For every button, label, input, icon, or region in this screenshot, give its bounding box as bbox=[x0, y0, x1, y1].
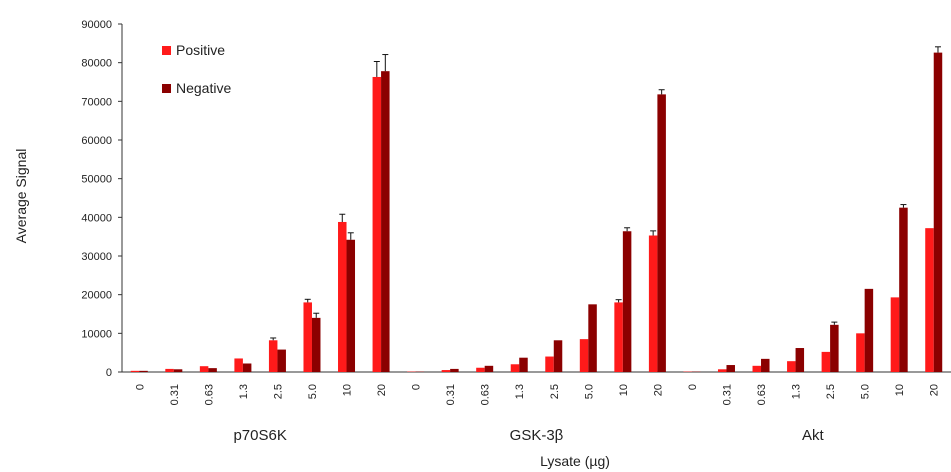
bar-gsk3-negative-2 bbox=[484, 365, 494, 372]
bar-p70s6k-negative-0 bbox=[139, 370, 148, 372]
bar-gsk3-negative-5 bbox=[588, 304, 597, 372]
bar-gsk3-negative-7 bbox=[657, 94, 666, 372]
bar-gsk3-positive-7 bbox=[648, 235, 658, 372]
bar-p70s6k-positive-2 bbox=[199, 366, 209, 372]
bar-akt-negative-3 bbox=[795, 348, 805, 372]
bar-p70s6k-positive-1 bbox=[165, 368, 174, 372]
x-tick-label: 0.63 bbox=[756, 384, 768, 405]
y-tick-label: 90000 bbox=[81, 19, 112, 31]
x-tick-label: 0 bbox=[687, 384, 699, 390]
y-tick-label: 40000 bbox=[81, 212, 112, 224]
x-tick-label: 10 bbox=[342, 384, 354, 396]
bar-akt-negative-7 bbox=[933, 52, 943, 372]
bar-p70s6k-positive-4 bbox=[268, 340, 278, 372]
bar-akt-positive-7 bbox=[925, 228, 934, 372]
bar-akt-negative-6 bbox=[899, 207, 908, 372]
x-tick-label: 20 bbox=[652, 384, 664, 396]
legend-label-negative: Negative bbox=[176, 80, 231, 96]
bar-akt-negative-1 bbox=[726, 365, 735, 372]
bar-akt-positive-5 bbox=[856, 333, 865, 372]
bar-p70s6k-negative-4 bbox=[277, 349, 286, 372]
x-tick-label: 2.5 bbox=[825, 384, 837, 399]
x-tick-label: 10 bbox=[618, 384, 630, 396]
x-tick-label: 5.0 bbox=[583, 384, 595, 399]
legend-swatch-positive bbox=[162, 46, 171, 55]
x-tick-label: 2.5 bbox=[549, 384, 561, 399]
y-tick-label: 60000 bbox=[81, 135, 112, 147]
bar-gsk3-positive-6 bbox=[614, 302, 623, 372]
legend: Positive Negative bbox=[162, 42, 231, 96]
bar-gsk3-negative-4 bbox=[553, 340, 563, 372]
bar-gsk3-positive-5 bbox=[579, 339, 589, 372]
group-label: p70S6K bbox=[233, 427, 286, 444]
bar-akt-positive-1 bbox=[717, 369, 727, 372]
bar-akt-negative-4 bbox=[830, 324, 839, 372]
x-tick-label: 20 bbox=[376, 384, 388, 396]
bar-p70s6k-positive-5 bbox=[303, 302, 312, 372]
bar-akt-negative-2 bbox=[761, 358, 770, 372]
y-tick-label: 20000 bbox=[81, 290, 112, 302]
plot-area: 0100002000030000400005000060000700008000… bbox=[81, 19, 951, 444]
x-tick-label: 10 bbox=[894, 384, 906, 396]
bar-gsk3-positive-3 bbox=[510, 364, 520, 372]
bar-gsk3-positive-2 bbox=[476, 367, 485, 372]
bar-p70s6k-negative-6 bbox=[346, 239, 356, 372]
x-tick-label: 0 bbox=[411, 384, 423, 390]
x-tick-label: 0.31 bbox=[169, 384, 181, 405]
bar-gsk3-positive-4 bbox=[545, 356, 554, 372]
bar-p70s6k-positive-7 bbox=[372, 76, 382, 373]
y-tick-label: 80000 bbox=[81, 58, 112, 70]
x-tick-label: 0.63 bbox=[203, 384, 215, 405]
y-tick-label: 0 bbox=[106, 367, 112, 379]
bar-p70s6k-negative-7 bbox=[381, 71, 390, 372]
bar-akt-positive-4 bbox=[821, 351, 831, 372]
x-tick-label: 1.3 bbox=[238, 384, 250, 399]
bar-akt-positive-6 bbox=[890, 297, 900, 372]
x-tick-label: 5.0 bbox=[860, 384, 872, 399]
x-tick-label: 20 bbox=[929, 384, 941, 396]
x-axis-title: Lysate (µg) bbox=[540, 453, 610, 469]
x-tick-label: 1.3 bbox=[514, 384, 526, 399]
bar-akt-positive-3 bbox=[787, 361, 796, 372]
x-tick-label: 2.5 bbox=[272, 384, 284, 399]
bar-akt-positive-2 bbox=[752, 365, 762, 372]
y-tick-label: 70000 bbox=[81, 96, 112, 108]
group-label: Akt bbox=[802, 427, 825, 444]
bar-akt-negative-5 bbox=[864, 288, 874, 372]
bar-p70s6k-positive-0 bbox=[130, 370, 140, 372]
bar-p70s6k-negative-3 bbox=[242, 363, 252, 372]
x-tick-label: 0.31 bbox=[721, 384, 733, 405]
bar-gsk3-negative-3 bbox=[519, 357, 528, 372]
x-tick-label: 0.63 bbox=[480, 384, 492, 405]
legend-swatch-negative bbox=[162, 84, 171, 93]
x-tick-label: 0 bbox=[134, 384, 146, 390]
x-tick-label: 0.31 bbox=[445, 384, 457, 405]
bar-gsk3-negative-1 bbox=[450, 368, 459, 372]
y-axis-title: Average Signal bbox=[13, 149, 29, 244]
group-label: GSK-3β bbox=[510, 427, 564, 444]
bar-p70s6k-positive-6 bbox=[338, 221, 347, 372]
x-tick-label: 5.0 bbox=[307, 384, 319, 399]
y-tick-label: 10000 bbox=[81, 328, 112, 340]
bar-gsk3-negative-6 bbox=[622, 231, 632, 372]
bar-p70s6k-negative-1 bbox=[173, 369, 183, 372]
y-tick-label: 50000 bbox=[81, 174, 112, 186]
bar-gsk3-positive-1 bbox=[441, 370, 451, 372]
legend-label-positive: Positive bbox=[176, 42, 225, 58]
bar-p70s6k-negative-5 bbox=[311, 317, 321, 372]
x-tick-label: 1.3 bbox=[791, 384, 803, 399]
bar-p70s6k-negative-2 bbox=[208, 368, 217, 372]
y-tick-label: 30000 bbox=[81, 251, 112, 263]
bar-p70s6k-positive-3 bbox=[234, 358, 243, 372]
